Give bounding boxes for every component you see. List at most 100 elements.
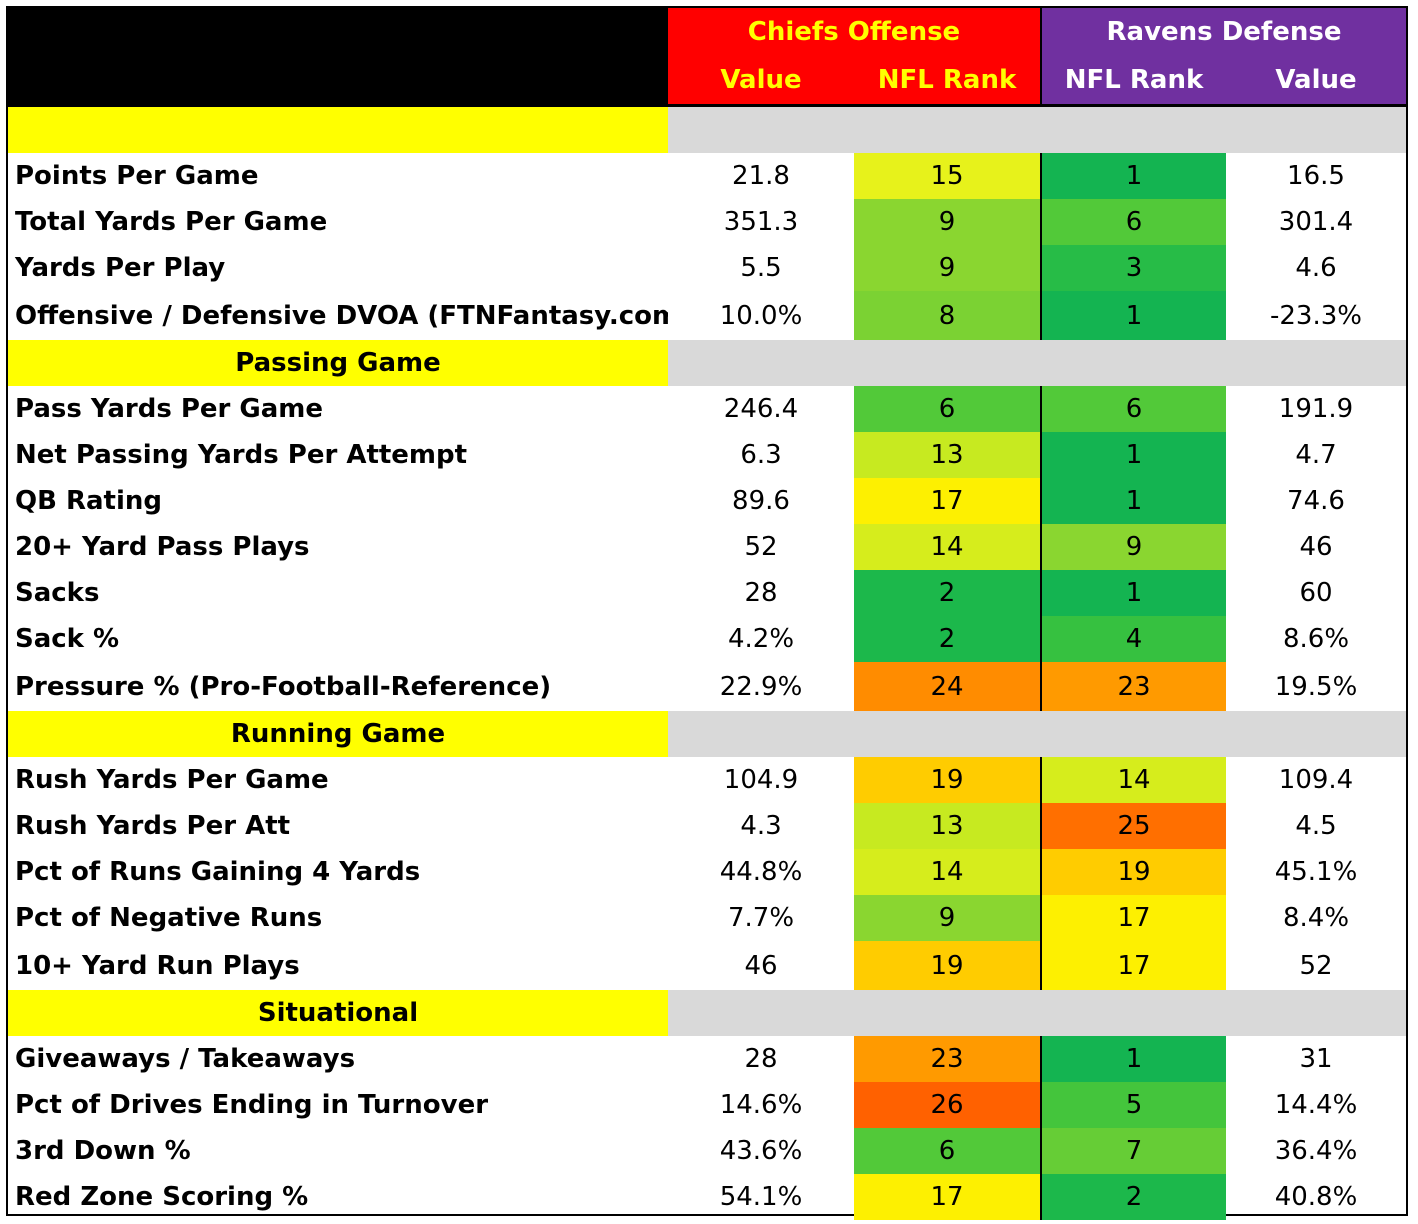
section-header-row	[8, 107, 1406, 153]
offense-value: 89.6	[732, 486, 790, 516]
stat-label: Pct of Drives Ending in Turnover	[15, 1090, 489, 1120]
defense-rank: 7	[1040, 1128, 1226, 1174]
defense-value: 74.6	[1287, 486, 1345, 516]
table-row: Red Zone Scoring % 54.1% 17 2 40.8%	[8, 1174, 1406, 1220]
offense-value: 10.0%	[719, 300, 803, 331]
table-row: Pct of Negative Runs 7.7% 9 17 8.4%	[8, 895, 1406, 941]
defense-rank: 5	[1040, 1082, 1226, 1128]
defense-value: 191.9	[1278, 394, 1354, 424]
stat-label: Sack %	[15, 624, 120, 654]
section-header-row: Running Game	[8, 711, 1406, 757]
offense-rank: 19	[854, 941, 1040, 990]
section-title: Situational	[8, 990, 668, 1036]
defense-rank: 17	[1040, 895, 1226, 941]
offense-rank: 8	[854, 291, 1040, 340]
offense-value: 28	[744, 1044, 778, 1074]
defense-rank: 6	[1040, 199, 1226, 245]
offense-value: 54.1%	[719, 1182, 803, 1212]
stat-label: Pressure % (Pro-Football-Reference)	[15, 671, 552, 702]
offense-value: 7.7%	[727, 903, 795, 933]
table-row: Points Per Game 21.8 15 1 16.5	[8, 153, 1406, 199]
offense-rank: 26	[854, 1082, 1040, 1128]
table-row: Pct of Runs Gaining 4 Yards 44.8% 14 19 45.1…	[8, 849, 1406, 895]
defense-value: 46	[1299, 532, 1333, 562]
stat-label: Rush Yards Per Game	[15, 765, 329, 795]
table-row: Rush Yards Per Game 104.9 19 14 109.4	[8, 757, 1406, 803]
defense-rank: 1	[1040, 432, 1226, 478]
table-row: Pressure % (Pro-Football-Reference) 22.9%…	[8, 662, 1406, 714]
offense-value: 6.3	[740, 440, 782, 470]
stat-label: 3rd Down %	[15, 1136, 191, 1166]
offense-rank: 13	[854, 432, 1040, 478]
offense-rank: 6	[854, 386, 1040, 432]
defense-value: 52	[1299, 950, 1333, 981]
offense-value: 5.5	[740, 253, 782, 283]
defense-value: 8.6%	[1282, 624, 1350, 654]
offense-rank: 9	[854, 245, 1040, 291]
stat-label: QB Rating	[15, 486, 162, 516]
offense-rank: 2	[854, 570, 1040, 616]
offense-rank: 15	[854, 153, 1040, 199]
offense-rank: 2	[854, 616, 1040, 662]
defense-rank: 25	[1040, 803, 1226, 849]
defense-rank: 1	[1040, 478, 1226, 524]
offense-rank: 23	[854, 1036, 1040, 1082]
section-header-fill	[668, 107, 1406, 153]
offense-rank: 6	[854, 1128, 1040, 1174]
table-row: Rush Yards Per Att 4.3 13 25 4.5	[8, 803, 1406, 849]
stat-label: Pct of Negative Runs	[15, 903, 323, 933]
table-row: 20+ Yard Pass Plays 52 14 9 46	[8, 524, 1406, 570]
defense-value: -23.3%	[1270, 300, 1362, 331]
ravens-defense-header: Ravens Defense	[1040, 8, 1406, 56]
offense-value: 104.9	[723, 765, 799, 795]
offense-value-header: Value	[668, 56, 854, 104]
defense-rank: 3	[1040, 245, 1226, 291]
offense-value: 44.8%	[719, 857, 803, 887]
stat-label: Red Zone Scoring %	[15, 1182, 309, 1212]
offense-rank: 13	[854, 803, 1040, 849]
defense-value: 31	[1299, 1044, 1333, 1074]
stat-label: Pass Yards Per Game	[15, 394, 324, 424]
table-row: 3rd Down % 43.6% 6 7 36.4%	[8, 1128, 1406, 1174]
defense-value-header: Value	[1226, 56, 1406, 104]
defense-value: 19.5%	[1274, 671, 1358, 702]
section-header-fill	[668, 340, 1406, 386]
stat-label: Giveaways / Takeaways	[15, 1044, 356, 1074]
offense-rank: 19	[854, 757, 1040, 803]
defense-rank: 4	[1040, 616, 1226, 662]
offense-rank: 24	[854, 662, 1040, 711]
defense-value: 4.6	[1295, 253, 1337, 283]
comparison-table: Chiefs Offense Ravens Defense Value NFL …	[6, 6, 1408, 1220]
stat-label: Rush Yards Per Att	[15, 811, 291, 841]
offense-rank: 9	[854, 199, 1040, 245]
table-row: Yards Per Play 5.5 9 3 4.6	[8, 245, 1406, 291]
table-row: Sack % 4.2% 2 4 8.6%	[8, 616, 1406, 662]
section-title	[8, 107, 668, 153]
offense-value: 43.6%	[719, 1136, 803, 1166]
defense-value: 14.4%	[1274, 1090, 1358, 1120]
section-header-fill	[668, 990, 1406, 1036]
section-header-row: Passing Game	[8, 340, 1406, 386]
defense-rank: 1	[1040, 570, 1226, 616]
defense-rank: 14	[1040, 757, 1226, 803]
header-row-columns: Value NFL Rank NFL Rank Value	[8, 56, 1406, 107]
offense-value: 21.8	[732, 161, 790, 191]
header-corner	[8, 8, 668, 56]
defense-rank-header: NFL Rank	[1040, 56, 1226, 104]
defense-value: 45.1%	[1274, 857, 1358, 887]
defense-rank: 6	[1040, 386, 1226, 432]
defense-rank: 1	[1040, 1036, 1226, 1082]
defense-value: 4.5	[1295, 811, 1337, 841]
offense-rank: 17	[854, 478, 1040, 524]
defense-value: 16.5	[1287, 161, 1345, 191]
section-header-row: Situational	[8, 990, 1406, 1036]
table-row: Pct of Drives Ending in Turnover 14.6% 26 5…	[8, 1082, 1406, 1128]
offense-rank: 14	[854, 524, 1040, 570]
table-row: Pass Yards Per Game 246.4 6 6 191.9	[8, 386, 1406, 432]
stat-label: Total Yards Per Game	[15, 207, 328, 237]
defense-rank: 1	[1040, 153, 1226, 199]
stat-label: 20+ Yard Pass Plays	[15, 532, 310, 562]
offense-value: 4.3	[740, 811, 782, 841]
defense-rank: 19	[1040, 849, 1226, 895]
offense-rank: 9	[854, 895, 1040, 941]
